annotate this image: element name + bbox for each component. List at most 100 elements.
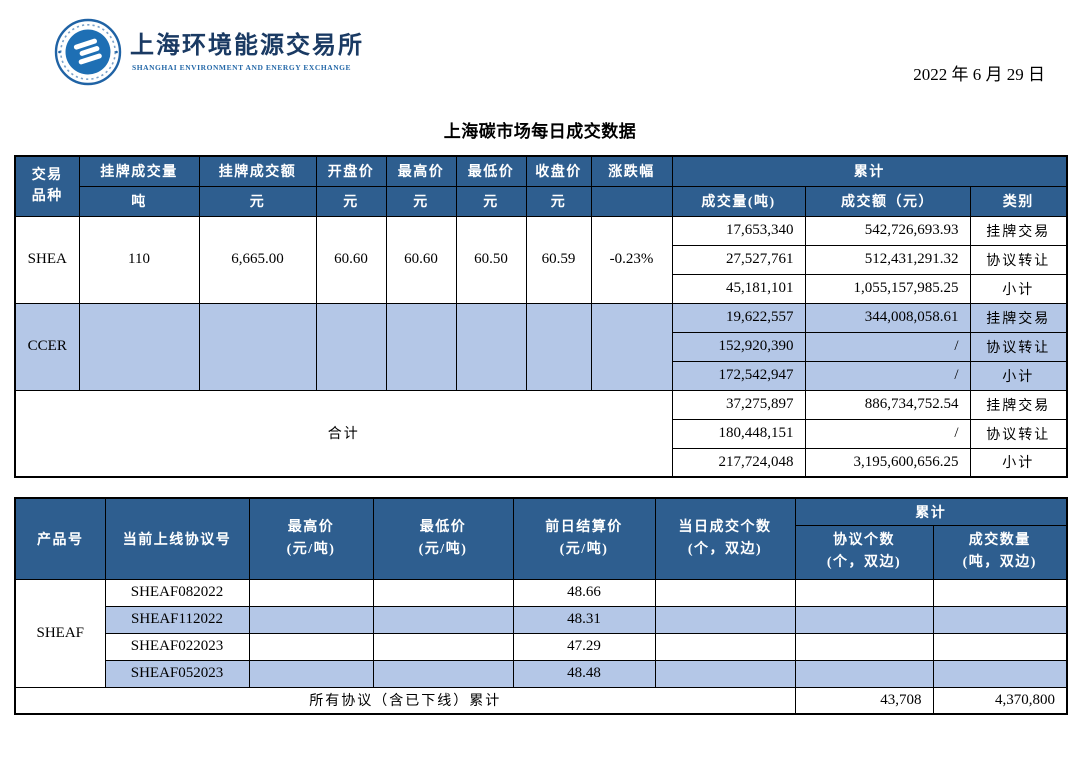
table-header-row: 产品号 当前上线协议号 最高价 (元/吨) 最低价 (元/吨) 前日结算价 (元… xyxy=(14,497,1068,580)
cell-cum-volume: 27,527,761 xyxy=(671,244,806,275)
cell-low xyxy=(372,632,514,661)
header-unit-yuan-amount: 元 xyxy=(198,185,317,217)
cell-cum-amount: / xyxy=(804,418,971,449)
table-row: 27,527,761 512,431,291.32 协议转让 xyxy=(15,244,1068,275)
cell-low xyxy=(372,605,514,634)
header-low: 最低价 (元/吨) xyxy=(372,497,514,580)
cell-cum-amount: 886,734,752.54 xyxy=(804,389,971,420)
cell-protocol: SHEAF082022 xyxy=(104,578,250,607)
table-row: CCER 19,622,557 344,008,058.61 挂牌交易 xyxy=(14,302,1068,391)
cell-category: 协议转让 xyxy=(969,244,1068,275)
cell-cum-volume: 17,653,340 xyxy=(671,215,806,246)
cell-change: -0.23% xyxy=(590,215,673,304)
cell-low-price: 60.50 xyxy=(455,215,527,304)
cell-open-price xyxy=(315,302,387,391)
cell-high xyxy=(248,605,374,634)
cell-cum-count xyxy=(794,659,934,688)
table-row: SHEAF022023 47.29 xyxy=(15,632,1068,661)
cell-protocol: SHEAF022023 xyxy=(104,632,250,661)
cell-low xyxy=(372,578,514,607)
cell-cum-qty xyxy=(932,578,1068,607)
cell-category: 挂牌交易 xyxy=(969,215,1068,246)
cell-prev-settle: 48.66 xyxy=(512,578,656,607)
cell-cum-amount: 512,431,291.32 xyxy=(804,244,971,275)
cell-cum-volume: 180,448,151 xyxy=(671,418,806,449)
cell-cum-volume: 45,181,101 xyxy=(671,273,806,304)
cell-open-price: 60.60 xyxy=(315,215,387,304)
cell-cum-amount: / xyxy=(804,331,971,362)
cell-high xyxy=(248,659,374,688)
exchange-name-en: SHANGHAI ENVIRONMENT AND ENERGY EXCHANGE xyxy=(132,63,352,72)
cell-cum-amount: 3,195,600,656.25 xyxy=(804,447,971,478)
page-title: 上海碳市场每日成交数据 xyxy=(443,122,637,141)
header-product: 产品号 xyxy=(14,497,106,580)
header-change: 涨跌幅 xyxy=(590,155,673,187)
cell-cum-qty xyxy=(932,632,1068,661)
header-cum-volume: 成交量(吨) xyxy=(671,185,806,217)
cell-cum-volume: 172,542,947 xyxy=(671,360,806,391)
cell-day-count xyxy=(654,605,796,634)
table-row: 45,181,101 1,055,157,985.25 小计 xyxy=(15,273,1068,304)
header-close-price: 收盘价 xyxy=(525,155,592,187)
cell-category: 小计 xyxy=(969,360,1068,391)
cell-cum-volume: 19,622,557 xyxy=(671,302,806,333)
header-unit-yuan-low: 元 xyxy=(455,185,527,217)
cell-cum-count xyxy=(794,605,934,634)
cell-category: 小计 xyxy=(969,447,1068,478)
cell-cum-amount: 1,055,157,985.25 xyxy=(804,273,971,304)
sheaf-protocols-table: 产品号 当前上线协议号 最高价 (元/吨) 最低价 (元/吨) 前日结算价 (元… xyxy=(14,497,1068,715)
cell-low xyxy=(372,659,514,688)
cell-cum-count xyxy=(794,632,934,661)
header-high-price: 最高价 xyxy=(385,155,457,187)
cell-category: 挂牌交易 xyxy=(969,302,1068,333)
table-header-row: 交易 品种 挂牌成交量 挂牌成交额 开盘价 最高价 最低价 收盘价 涨跌幅 累计 xyxy=(14,155,1068,217)
header-protocol: 当前上线协议号 xyxy=(104,497,250,580)
header-listed-amount: 挂牌成交额 xyxy=(198,155,317,187)
header-listed-volume: 挂牌成交量 xyxy=(78,155,200,187)
header-cum-amount: 成交额（元） xyxy=(804,185,971,217)
cell-category: 小计 xyxy=(969,273,1068,304)
cell-protocol: SHEAF112022 xyxy=(104,605,250,634)
cell-variety: CCER xyxy=(14,302,80,391)
cell-day-count xyxy=(654,632,796,661)
header-change-empty xyxy=(590,185,673,217)
table-footer-row: 所有协议（含已下线）累计 43,708 4,370,800 xyxy=(14,686,1068,715)
cell-prev-settle: 48.31 xyxy=(512,605,656,634)
cell-close-price: 60.59 xyxy=(525,215,592,304)
cell-listed-volume: 110 xyxy=(78,215,200,304)
cell-change xyxy=(590,302,673,391)
cell-product: SHEAF xyxy=(14,578,106,688)
footer-cum-qty: 4,370,800 xyxy=(932,686,1068,715)
exchange-name-cn: 上海环境能源交易所 xyxy=(130,33,364,59)
table-row: SHEAF SHEAF082022 48.66 xyxy=(14,578,1068,688)
cell-low-price xyxy=(455,302,527,391)
header-open-price: 开盘价 xyxy=(315,155,387,187)
table-header-row: 吨 元 元 元 元 元 成交量(吨) 成交额（元） 类别 xyxy=(15,185,1068,217)
cell-high-price xyxy=(385,302,457,391)
cell-prev-settle: 47.29 xyxy=(512,632,656,661)
cell-high-price: 60.60 xyxy=(385,215,457,304)
cell-cum-volume: 217,724,048 xyxy=(671,447,806,478)
cell-category: 挂牌交易 xyxy=(969,389,1068,420)
header-unit-ton: 吨 xyxy=(78,185,200,217)
cell-protocol: SHEAF052023 xyxy=(104,659,250,688)
exchange-logo-icon xyxy=(54,18,122,86)
table-row: 合计 37,275,897 886,734,752.54 挂牌交易 xyxy=(14,389,1068,478)
table-row: SHEA 110 6,665.00 60.60 60.60 60.50 60.5… xyxy=(14,215,1068,304)
header-unit-yuan-open: 元 xyxy=(315,185,387,217)
cell-prev-settle: 48.48 xyxy=(512,659,656,688)
cell-total-label: 合计 xyxy=(14,389,673,478)
header-cumulative: 累计 xyxy=(794,497,1068,526)
table-row: SHEAF112022 48.31 xyxy=(15,605,1068,634)
header-low-price: 最低价 xyxy=(455,155,527,187)
table-header-row: 协议个数 (个，双边) 成交数量 (吨，双边) xyxy=(15,524,1068,580)
cell-cum-volume: 37,275,897 xyxy=(671,389,806,420)
daily-market-table: 交易 品种 挂牌成交量 挂牌成交额 开盘价 最高价 最低价 收盘价 涨跌幅 累计… xyxy=(14,155,1069,478)
report-date: 2022 年 6 月 29 日 xyxy=(913,65,1045,84)
cell-cum-volume: 152,920,390 xyxy=(671,331,806,362)
cell-cum-qty xyxy=(932,605,1068,634)
cell-cum-qty xyxy=(932,659,1068,688)
header-unit-yuan-close: 元 xyxy=(525,185,592,217)
footer-cum-count: 43,708 xyxy=(794,686,934,715)
